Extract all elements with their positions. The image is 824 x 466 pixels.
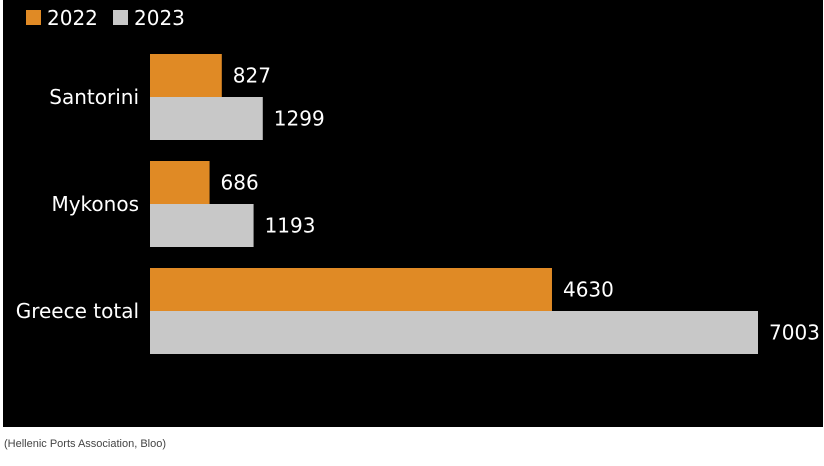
value-label-santorini-2023: 1299 bbox=[274, 107, 325, 131]
bar-mykonos-2022 bbox=[150, 161, 210, 204]
bar-greece-total-2022 bbox=[150, 268, 552, 311]
value-label-greece-total-2023: 7003 bbox=[769, 321, 820, 345]
value-label-santorini-2022: 827 bbox=[233, 64, 271, 88]
legend-label-2022: 2022 bbox=[47, 6, 98, 30]
category-label-santorini: Santorini bbox=[49, 85, 139, 109]
bar-mykonos-2023 bbox=[150, 204, 254, 247]
legend-swatch-2023 bbox=[113, 10, 128, 25]
value-label-greece-total-2022: 4630 bbox=[563, 278, 614, 302]
bar-greece-total-2023 bbox=[150, 311, 758, 354]
legend-swatch-2022 bbox=[26, 10, 41, 25]
value-label-mykonos-2023: 1193 bbox=[265, 214, 316, 238]
value-label-mykonos-2022: 686 bbox=[221, 171, 259, 195]
category-label-greece-total: Greece total bbox=[16, 299, 139, 323]
bar-santorini-2023 bbox=[150, 97, 263, 140]
source-caption: (Hellenic Ports Association, Bloo) bbox=[4, 438, 167, 450]
category-label-mykonos: Mykonos bbox=[51, 192, 139, 216]
bar-santorini-2022 bbox=[150, 54, 222, 97]
chart-panel: 2022 2023 Santorini 827 1299 Mykonos 686 1193 Gr… bbox=[3, 0, 823, 427]
legend-label-2023: 2023 bbox=[134, 6, 185, 30]
